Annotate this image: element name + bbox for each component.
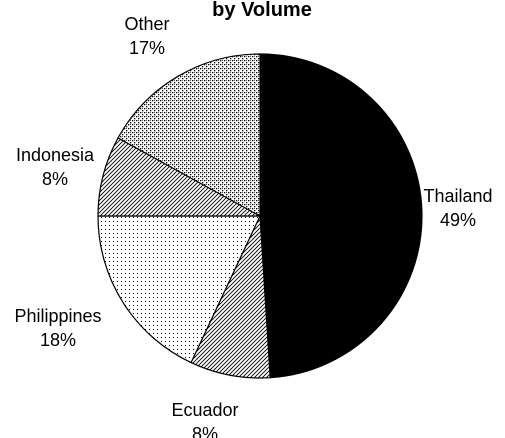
slice-label-other: Other — [124, 14, 169, 34]
slice-percent-philippines: 18% — [40, 330, 76, 350]
slice-percent-indonesia: 8% — [42, 169, 68, 189]
slice-percent-thailand: 49% — [440, 210, 476, 230]
pie-labels: Thailand 49% Ecuador 8% Philippines 18% Indone… — [14, 14, 492, 438]
slice-label-philippines: Philippines — [14, 306, 101, 326]
pie-slice-other — [117, 53, 261, 218]
slice-label-ecuador: Ecuador — [171, 400, 238, 420]
slice-percent-other: 17% — [129, 38, 165, 58]
slice-label-thailand: Thailand — [423, 186, 492, 206]
pie-slices — [97, 53, 423, 379]
pie-slice-thailand — [259, 53, 423, 379]
pie-slice-philippines — [97, 215, 261, 364]
slice-percent-ecuador: 8% — [192, 424, 218, 438]
chart-title: by Volume — [212, 0, 312, 21]
slice-label-indonesia: Indonesia — [16, 145, 95, 165]
